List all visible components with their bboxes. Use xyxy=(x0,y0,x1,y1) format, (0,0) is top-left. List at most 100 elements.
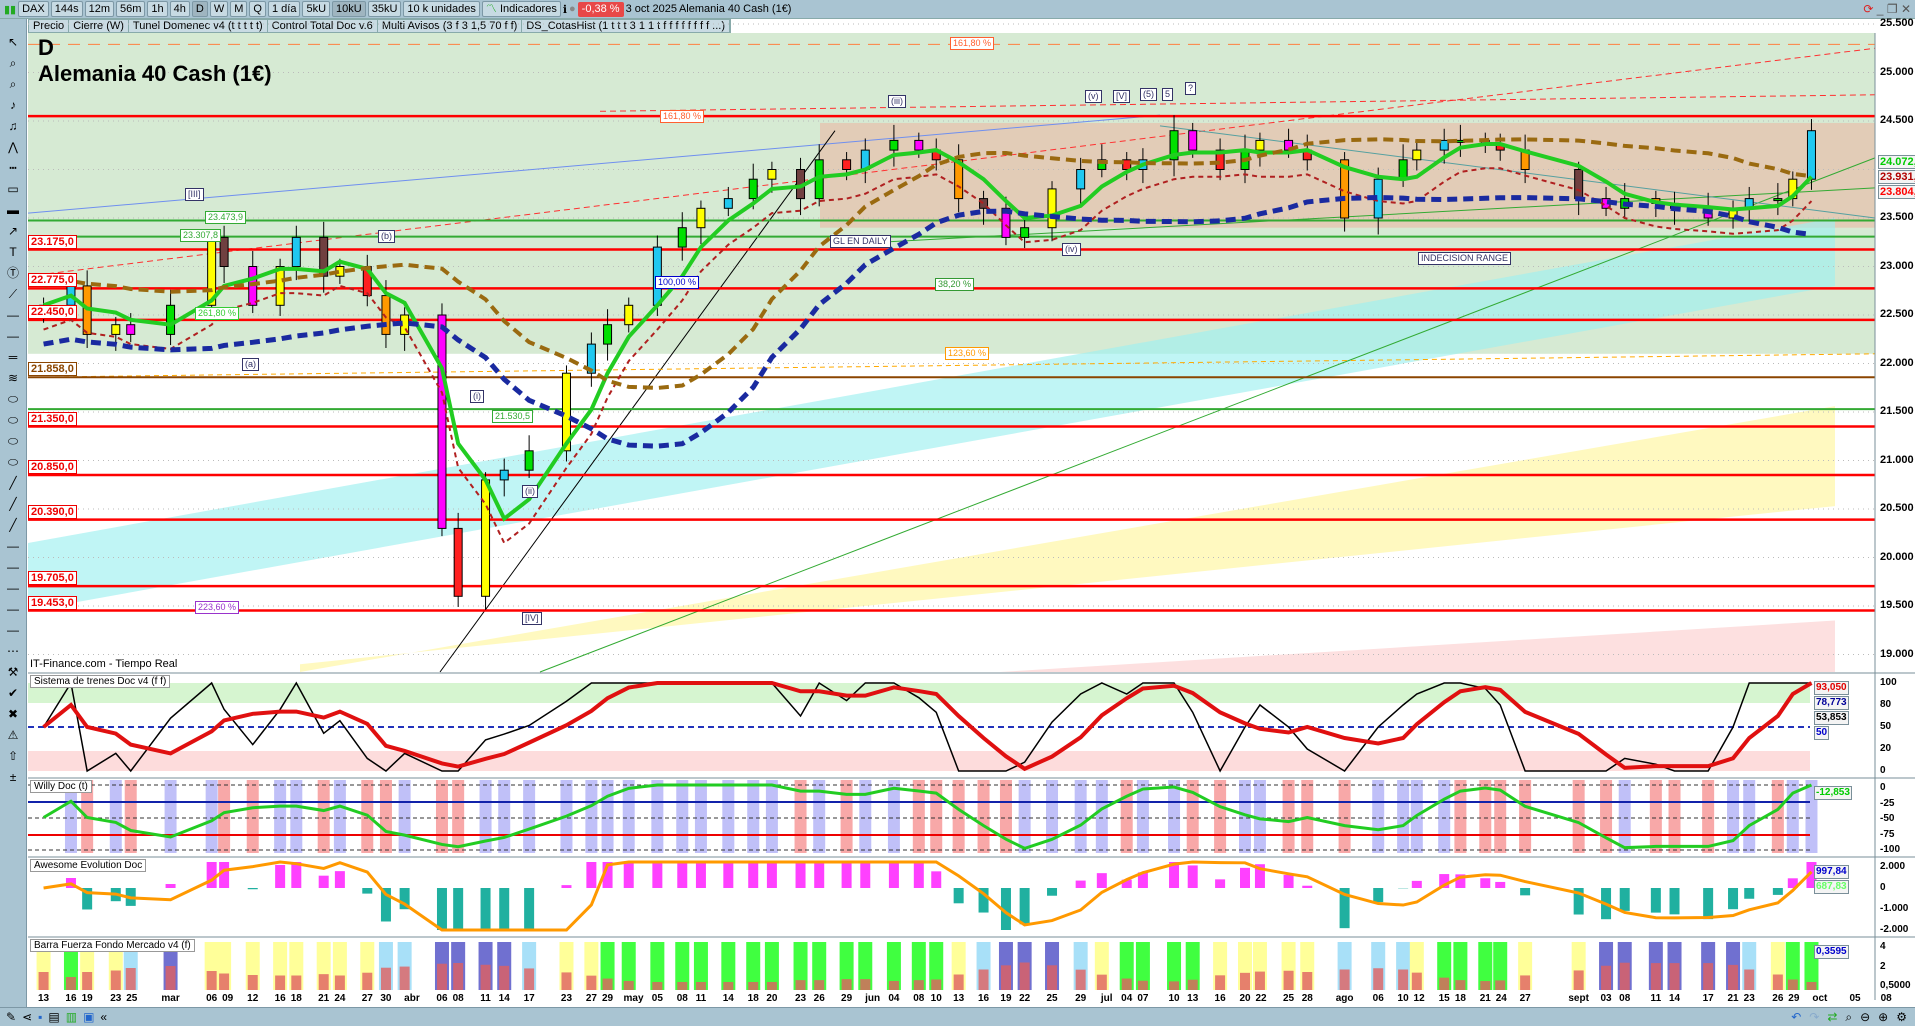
annotation-fib-123[interactable]: 123,60 % xyxy=(945,347,990,360)
zoom-in-icon[interactable]: ⊕ xyxy=(1878,1009,1889,1024)
minimize-icon[interactable]: _ xyxy=(1876,2,1884,16)
candle[interactable] xyxy=(453,527,463,597)
fibo-icon[interactable]: ⋀ xyxy=(8,140,18,154)
unit-5kU[interactable]: 5kU xyxy=(302,1,331,17)
chat-icon[interactable]: ▪ xyxy=(38,1010,43,1024)
annotation-fib-261[interactable]: 261,80 % xyxy=(195,307,240,320)
candle[interactable] xyxy=(954,159,964,200)
indicators-button[interactable]: 〽 Indicadores xyxy=(481,1,561,17)
text-icon[interactable]: T xyxy=(9,245,17,259)
rect-icon[interactable]: ▭ xyxy=(7,182,19,196)
fib-123-line[interactable] xyxy=(27,353,1876,378)
unit-35kU[interactable]: 35kU xyxy=(367,1,402,17)
up-arrow-icon[interactable]: ⇧ xyxy=(7,749,19,763)
hline-green-icon[interactable]: — xyxy=(7,308,19,322)
timeframe-D[interactable]: D xyxy=(191,1,208,17)
candle[interactable] xyxy=(586,343,596,374)
hline-lime-icon[interactable]: — xyxy=(7,581,19,595)
legend-indicator[interactable]: DS_CotasHist (1 t t t 3 1 1 t f f f f f … xyxy=(522,20,731,32)
rect-fill-icon[interactable]: ▬ xyxy=(7,203,19,217)
ellipse-green-icon[interactable]: ⬭ xyxy=(7,434,19,448)
legend-indicator[interactable]: Cierre (W) xyxy=(69,20,129,32)
candle[interactable] xyxy=(1255,139,1265,151)
level-label[interactable]: 22.450,0 xyxy=(28,304,77,319)
alarm-icon[interactable]: ♫ xyxy=(8,119,18,133)
hline-black-icon[interactable]: — xyxy=(7,539,19,553)
zoom-area-icon[interactable]: ⌕ xyxy=(9,77,17,91)
annotation-wave-iv[interactable]: (iv) xyxy=(1062,243,1081,256)
candle[interactable] xyxy=(1097,159,1107,171)
ellipse-brown-icon[interactable]: ⬭ xyxy=(7,413,19,427)
candle[interactable] xyxy=(1169,130,1179,161)
settings-icon[interactable]: ⚙ xyxy=(1896,1009,1907,1024)
scale-icon[interactable]: ± xyxy=(9,770,17,784)
undo-icon[interactable]: ↶ xyxy=(1791,1009,1802,1024)
candle[interactable] xyxy=(481,479,491,597)
hline-red-icon[interactable]: — xyxy=(7,329,19,343)
annotation-question[interactable]: ? xyxy=(1185,82,1197,95)
level-label[interactable]: 19.453,0 xyxy=(28,595,77,610)
candle[interactable] xyxy=(1188,130,1198,151)
zoom-fit-icon[interactable]: ⌕ xyxy=(1845,1009,1853,1024)
legend-indicator[interactable]: Multi Avisos (3 f 3 1,5 70 f f) xyxy=(378,20,523,32)
annotation-wave-b[interactable]: (b) xyxy=(378,230,395,243)
level-label[interactable]: 20.390,0 xyxy=(28,504,77,519)
candle[interactable] xyxy=(1788,178,1798,200)
candle[interactable] xyxy=(1574,169,1584,200)
line-black-icon[interactable]: ╱ xyxy=(9,476,17,490)
candle[interactable] xyxy=(1439,139,1449,151)
unit-10kU[interactable]: 10kU xyxy=(332,1,366,17)
annotation-gl[interactable]: GL EN DAILY xyxy=(830,235,891,248)
zoom-icon[interactable]: ⌕ xyxy=(9,56,17,70)
candle[interactable] xyxy=(319,236,329,277)
annotation-fib-mid[interactable]: 161,80 % xyxy=(660,110,705,123)
timeframe-W[interactable]: W xyxy=(209,1,229,17)
candle[interactable] xyxy=(914,139,924,151)
delete-icon[interactable]: ✖ xyxy=(7,707,19,721)
candle[interactable] xyxy=(1412,149,1422,161)
ellipse-red-icon[interactable]: ⬭ xyxy=(7,392,19,406)
annotation-wave-ii[interactable]: (ii) xyxy=(522,485,538,498)
level-label[interactable]: 20.850,0 xyxy=(28,460,77,475)
candle[interactable] xyxy=(437,314,447,529)
candle[interactable] xyxy=(219,236,229,267)
report-icon[interactable]: ▤ xyxy=(48,1010,60,1024)
chart-type-icon[interactable]: ▮▮ xyxy=(4,3,17,16)
check-icon[interactable]: ✔ xyxy=(7,686,19,700)
segment-icon[interactable]: ⟋ xyxy=(8,287,18,301)
zoom-out-icon[interactable]: ⊖ xyxy=(1860,1009,1871,1024)
candle[interactable] xyxy=(1398,159,1408,180)
annotation-fib-top[interactable]: 161,80 % xyxy=(950,37,995,50)
timeframe-56m[interactable]: 56m xyxy=(116,1,146,17)
candle[interactable] xyxy=(979,198,989,209)
timeframe-12m[interactable]: 12m xyxy=(84,1,114,17)
annotation-p1[interactable]: 23.473,9 xyxy=(205,211,247,224)
annotation-wave-5[interactable]: 5 xyxy=(1162,88,1174,101)
annotation-wave-III[interactable]: [III] xyxy=(185,188,204,201)
candle[interactable] xyxy=(723,198,733,209)
candle[interactable] xyxy=(677,227,687,248)
candle[interactable] xyxy=(275,266,285,306)
hline-darkgreen-icon[interactable]: — xyxy=(7,602,19,616)
fibo-line-icon[interactable]: ┅ xyxy=(9,161,17,175)
candle[interactable] xyxy=(624,304,634,326)
candle[interactable] xyxy=(166,304,176,335)
candle[interactable] xyxy=(1455,139,1465,143)
candle[interactable] xyxy=(889,139,899,151)
candle[interactable] xyxy=(1001,207,1011,238)
restore-icon[interactable]: ❐ xyxy=(1886,2,1898,16)
trend-line-blue[interactable] xyxy=(27,114,1161,214)
redo-icon[interactable]: ↷ xyxy=(1809,1009,1820,1024)
share-icon[interactable]: ⋖ xyxy=(22,1010,33,1024)
text-bubble-icon[interactable]: Ⓣ xyxy=(6,266,19,280)
candle[interactable] xyxy=(381,295,391,335)
annotation-wave-5p[interactable]: (5) xyxy=(1140,88,1157,101)
trend-line[interactable] xyxy=(27,47,1876,277)
legend-indicator[interactable]: Tunel Domenec v4 (t t t t t) xyxy=(129,20,268,32)
annotation-range[interactable]: INDECISION RANGE xyxy=(1418,252,1512,265)
candle[interactable] xyxy=(499,469,509,481)
candle[interactable] xyxy=(524,450,534,471)
window-icon[interactable]: ▣ xyxy=(83,1010,95,1024)
level-label[interactable]: 23.175,0 xyxy=(28,234,77,249)
